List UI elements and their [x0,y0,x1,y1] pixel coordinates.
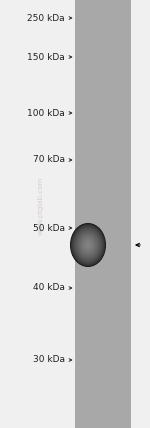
Ellipse shape [84,240,93,250]
Ellipse shape [86,242,90,248]
Ellipse shape [73,226,103,264]
Ellipse shape [87,244,89,247]
Ellipse shape [80,236,96,254]
Ellipse shape [79,233,98,256]
Ellipse shape [83,239,93,251]
Ellipse shape [73,227,103,263]
Ellipse shape [83,238,93,252]
Ellipse shape [80,235,96,255]
Text: 50 kDa: 50 kDa [33,223,65,232]
Text: www.ptglab.com: www.ptglab.com [38,176,44,235]
Bar [75,0,131,428]
Ellipse shape [82,238,94,252]
Ellipse shape [76,230,100,260]
Text: 40 kDa: 40 kDa [33,283,65,292]
Ellipse shape [77,231,99,259]
Ellipse shape [78,233,98,257]
Ellipse shape [72,225,104,265]
Ellipse shape [72,226,104,264]
Text: 30 kDa: 30 kDa [33,356,65,365]
Ellipse shape [75,229,102,262]
Ellipse shape [81,236,95,254]
Text: 100 kDa: 100 kDa [27,109,65,118]
Bar [131,0,150,428]
Ellipse shape [84,241,92,250]
Ellipse shape [82,237,94,253]
Ellipse shape [74,227,102,263]
Ellipse shape [86,243,90,247]
Ellipse shape [75,229,101,261]
Ellipse shape [76,231,100,259]
Ellipse shape [78,232,98,258]
Ellipse shape [85,242,91,248]
Bar [0,0,75,428]
Text: 250 kDa: 250 kDa [27,14,65,23]
Ellipse shape [70,223,106,267]
Ellipse shape [80,235,97,256]
Ellipse shape [74,228,102,262]
Ellipse shape [71,224,105,266]
Ellipse shape [70,223,106,267]
Text: 150 kDa: 150 kDa [27,53,65,62]
Ellipse shape [79,234,97,256]
Ellipse shape [77,232,99,258]
Ellipse shape [75,229,101,260]
Ellipse shape [87,244,89,246]
Ellipse shape [71,225,105,265]
Ellipse shape [81,237,95,253]
Ellipse shape [84,240,92,250]
Ellipse shape [85,241,91,249]
Text: 70 kDa: 70 kDa [33,155,65,164]
